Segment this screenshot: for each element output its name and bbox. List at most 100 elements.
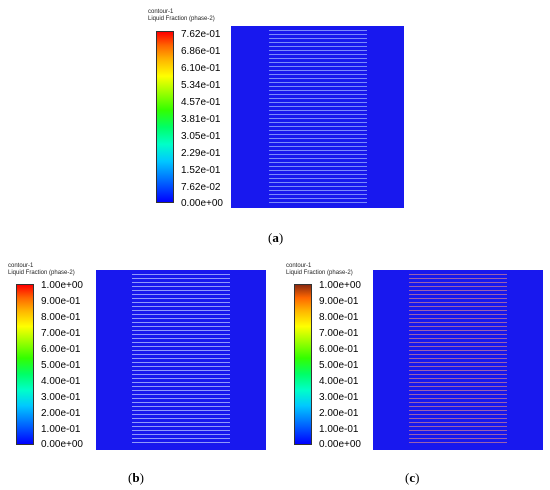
tick-label: 1.00e-01 bbox=[41, 424, 81, 435]
channel-stripe bbox=[132, 422, 230, 423]
tick-label: 3.81e-01 bbox=[181, 114, 221, 125]
channel-stripe bbox=[269, 62, 367, 63]
channel-stripe bbox=[132, 366, 230, 367]
channel-stripe bbox=[409, 362, 507, 363]
channel-stripe bbox=[269, 98, 367, 99]
tick-label: 7.62e-02 bbox=[181, 182, 221, 193]
channel-stripe bbox=[269, 186, 367, 187]
tick-label: 2.29e-01 bbox=[181, 148, 221, 159]
channel-stripe bbox=[132, 350, 230, 351]
tick-label: 9.00e-01 bbox=[319, 296, 359, 307]
channel-stripe bbox=[269, 166, 367, 167]
channel-stripe bbox=[132, 434, 230, 435]
tick-label: 8.00e-01 bbox=[41, 312, 81, 323]
caption-b: (b) bbox=[128, 470, 144, 485]
channel-stripe bbox=[269, 146, 367, 147]
tick-label: 6.10e-01 bbox=[181, 63, 221, 74]
channel-stripe bbox=[409, 274, 507, 275]
tick-label: 6.00e-01 bbox=[41, 344, 81, 355]
tick-label: 8.00e-01 bbox=[319, 312, 359, 323]
channel-stripe bbox=[132, 386, 230, 387]
channel-stripe bbox=[409, 286, 507, 287]
channel-stripe bbox=[409, 298, 507, 299]
channel-stripe bbox=[409, 302, 507, 303]
channel-stripe bbox=[132, 430, 230, 431]
channel-stripe bbox=[409, 350, 507, 351]
channel-stripe bbox=[132, 402, 230, 403]
channel-stripe bbox=[132, 414, 230, 415]
channel-stripe bbox=[132, 278, 230, 279]
channel-stripe bbox=[269, 118, 367, 119]
channel-stripe bbox=[409, 326, 507, 327]
tick-label: 4.00e-01 bbox=[319, 376, 359, 387]
tick-label: 1.52e-01 bbox=[181, 165, 221, 176]
channel-stripe bbox=[269, 178, 367, 179]
legend-subtitle-b: Liquid Fraction (phase-2) bbox=[8, 270, 75, 276]
channel-stripe bbox=[409, 402, 507, 403]
channel-stripe bbox=[409, 290, 507, 291]
channel-stripe bbox=[132, 306, 230, 307]
channel-stripe bbox=[409, 330, 507, 331]
channel-stripe bbox=[409, 374, 507, 375]
channel-stripe bbox=[269, 162, 367, 163]
channel-stripe bbox=[269, 198, 367, 199]
legend-title-a: contour-1 bbox=[148, 9, 174, 15]
channel-stripes-b bbox=[132, 274, 230, 446]
tick-label: 2.00e-01 bbox=[41, 408, 81, 419]
channel-stripe bbox=[132, 394, 230, 395]
tick-label: 5.00e-01 bbox=[41, 360, 81, 371]
tick-label: 3.00e-01 bbox=[319, 392, 359, 403]
legend-subtitle-c: Liquid Fraction (phase-2) bbox=[286, 270, 353, 276]
channel-stripe bbox=[269, 110, 367, 111]
caption-letter-b: b bbox=[132, 470, 140, 485]
channel-stripe bbox=[409, 422, 507, 423]
channel-stripe bbox=[269, 58, 367, 59]
channel-stripe bbox=[269, 170, 367, 171]
channel-stripe bbox=[269, 34, 367, 35]
channel-stripe bbox=[132, 330, 230, 331]
channel-stripe bbox=[269, 190, 367, 191]
channel-stripe bbox=[269, 106, 367, 107]
channel-stripe bbox=[269, 82, 367, 83]
tick-label: 5.00e-01 bbox=[319, 360, 359, 371]
tick-label: 6.86e-01 bbox=[181, 46, 221, 57]
channel-stripe bbox=[132, 362, 230, 363]
legend-subtitle-a: Liquid Fraction (phase-2) bbox=[148, 16, 215, 22]
channel-stripe bbox=[409, 366, 507, 367]
channel-stripe bbox=[269, 30, 367, 31]
channel-stripe bbox=[269, 90, 367, 91]
channel-stripe bbox=[269, 154, 367, 155]
channel-stripe bbox=[132, 426, 230, 427]
channel-stripe bbox=[409, 382, 507, 383]
channel-stripe bbox=[269, 134, 367, 135]
channel-stripe bbox=[269, 142, 367, 143]
channel-stripe bbox=[132, 418, 230, 419]
channel-stripe bbox=[132, 382, 230, 383]
channel-stripe bbox=[132, 354, 230, 355]
channel-stripe bbox=[409, 414, 507, 415]
channel-stripe bbox=[409, 442, 507, 443]
channel-stripe bbox=[132, 286, 230, 287]
channel-stripe bbox=[409, 426, 507, 427]
channel-stripe bbox=[269, 150, 367, 151]
channel-stripe bbox=[409, 282, 507, 283]
tick-label: 1.00e+00 bbox=[319, 280, 361, 291]
channel-stripe bbox=[409, 358, 507, 359]
colorbar-a bbox=[156, 31, 174, 203]
contour-plot-b bbox=[96, 270, 266, 450]
channel-stripe bbox=[269, 202, 367, 203]
channel-stripe bbox=[269, 70, 367, 71]
channel-stripe bbox=[132, 374, 230, 375]
channel-stripe bbox=[409, 314, 507, 315]
channel-stripe bbox=[132, 334, 230, 335]
tick-label: 0.00e+00 bbox=[181, 198, 223, 209]
channel-stripe bbox=[409, 318, 507, 319]
channel-stripe bbox=[409, 346, 507, 347]
channel-stripe bbox=[269, 54, 367, 55]
caption-letter-a: a bbox=[272, 230, 279, 245]
channel-stripe bbox=[269, 50, 367, 51]
channel-stripe bbox=[269, 138, 367, 139]
channel-stripe bbox=[409, 386, 507, 387]
channel-stripe bbox=[409, 278, 507, 279]
channel-stripe bbox=[132, 310, 230, 311]
